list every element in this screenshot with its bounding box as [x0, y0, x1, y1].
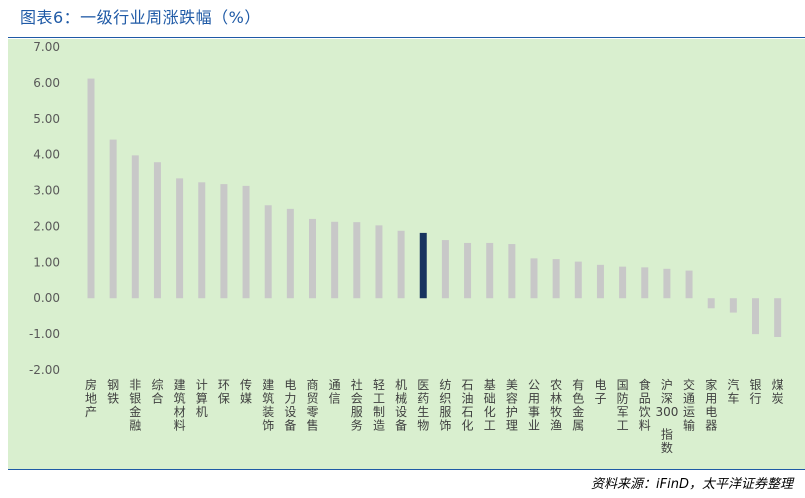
bar	[375, 225, 383, 299]
bar	[596, 264, 604, 299]
x-tick-label: 交通运输	[683, 377, 695, 433]
x-tick-label: 国防军工	[617, 378, 629, 433]
x-tick-label: 汽车	[727, 377, 739, 406]
bar	[220, 184, 228, 299]
source-note: 资料来源：iFinD，太平洋证券整理	[591, 477, 793, 492]
x-tick-label: 煤炭	[772, 378, 784, 406]
chart-title: 图表6：一级行业周涨跌幅（%）	[20, 8, 261, 27]
x-tick-label: 建筑材料	[174, 378, 186, 433]
x-tick-label: 轻工制造	[373, 378, 385, 433]
bar	[87, 78, 95, 299]
x-tick-label: 电子	[594, 378, 606, 406]
y-tick-label: 5.00	[33, 112, 60, 126]
x-tick-label: 非银金融	[129, 378, 141, 433]
bar	[198, 182, 206, 299]
bottom-rule	[8, 469, 805, 470]
x-tick-label: 机械设备	[395, 378, 407, 433]
chart-area: 7.00 6.00 5.00 4.00 3.00 2.00 1.00 0.00 -1.00 -2.…	[8, 39, 805, 469]
bar	[707, 298, 715, 309]
x-tick-label: 传媒	[240, 377, 252, 406]
x-tick-label: 环保	[218, 378, 230, 406]
bar	[574, 261, 582, 299]
bar	[331, 221, 339, 299]
x-tick-label: 公用事业	[528, 378, 540, 433]
bar	[530, 258, 538, 299]
x-tick-label: 通信	[329, 378, 341, 406]
y-tick-label: 1.00	[33, 255, 60, 269]
x-tick-label: 美容护理	[506, 378, 518, 433]
x-tick-label: 建筑装饰	[262, 378, 274, 433]
x-tick-label: 综合	[151, 378, 163, 406]
bar	[464, 242, 472, 299]
bar	[663, 268, 671, 299]
bar	[552, 259, 560, 299]
x-tick-label: 沪深 300 指数	[655, 378, 678, 455]
x-tick-label: 计算机	[196, 378, 208, 419]
x-tick-label: 有色金属	[572, 378, 584, 433]
bar	[729, 298, 737, 313]
x-tick-label: 食品饮料	[639, 377, 651, 433]
x-tick-label: 石油石化	[462, 378, 474, 433]
top-rule	[8, 37, 805, 38]
y-tick-label: 0.00	[33, 291, 60, 305]
bars	[87, 78, 782, 337]
y-tick-label: 7.00	[33, 40, 60, 54]
x-tick-label: 基础化工	[484, 378, 496, 433]
bar	[641, 267, 649, 299]
bar	[486, 242, 494, 299]
bar	[242, 185, 250, 299]
bar	[286, 208, 294, 299]
y-axis: 7.00 6.00 5.00 4.00 3.00 2.00 1.00 0.00 -1.00 -2.…	[29, 40, 60, 377]
x-tick-label: 农林牧渔	[550, 378, 562, 433]
bar	[685, 270, 693, 299]
bar	[153, 162, 161, 299]
bar-chart: 7.00 6.00 5.00 4.00 3.00 2.00 1.00 0.00 -1.00 -2.…	[29, 40, 784, 455]
x-tick-label: 家用电器	[705, 377, 717, 433]
y-tick-label: 2.00	[33, 219, 60, 233]
y-tick-label: 4.00	[33, 148, 60, 162]
x-tick-label: 商贸零售	[306, 377, 318, 433]
y-tick-label: 3.00	[33, 184, 60, 198]
bar	[619, 266, 627, 299]
x-tick-label: 社会服务	[351, 377, 363, 433]
bar	[353, 222, 361, 299]
bar	[309, 218, 316, 299]
bar	[419, 232, 427, 299]
x-tick-label: 钢铁	[107, 378, 119, 406]
y-tick-label: 6.00	[33, 76, 60, 90]
x-tick-label: 银行	[749, 378, 761, 406]
bar	[441, 240, 449, 299]
bar	[752, 298, 759, 335]
bar	[508, 244, 516, 299]
y-tick-label: -1.00	[29, 327, 60, 341]
x-tick-label: 房地产	[85, 377, 97, 419]
bar	[774, 298, 782, 337]
x-axis-labels: 房地产钢铁非银金融综合建筑材料计算机环保传媒建筑装饰电力设备商贸零售通信社会服务…	[85, 377, 784, 455]
x-tick-label: 纺织服饰	[439, 378, 451, 433]
y-tick-label: -2.00	[29, 363, 60, 377]
x-tick-label: 医药生物	[417, 378, 429, 433]
bar	[264, 205, 272, 299]
x-tick-label: 电力设备	[284, 378, 296, 433]
bar	[397, 230, 405, 299]
bar	[131, 155, 139, 299]
bar	[109, 139, 117, 299]
bar	[176, 178, 184, 299]
